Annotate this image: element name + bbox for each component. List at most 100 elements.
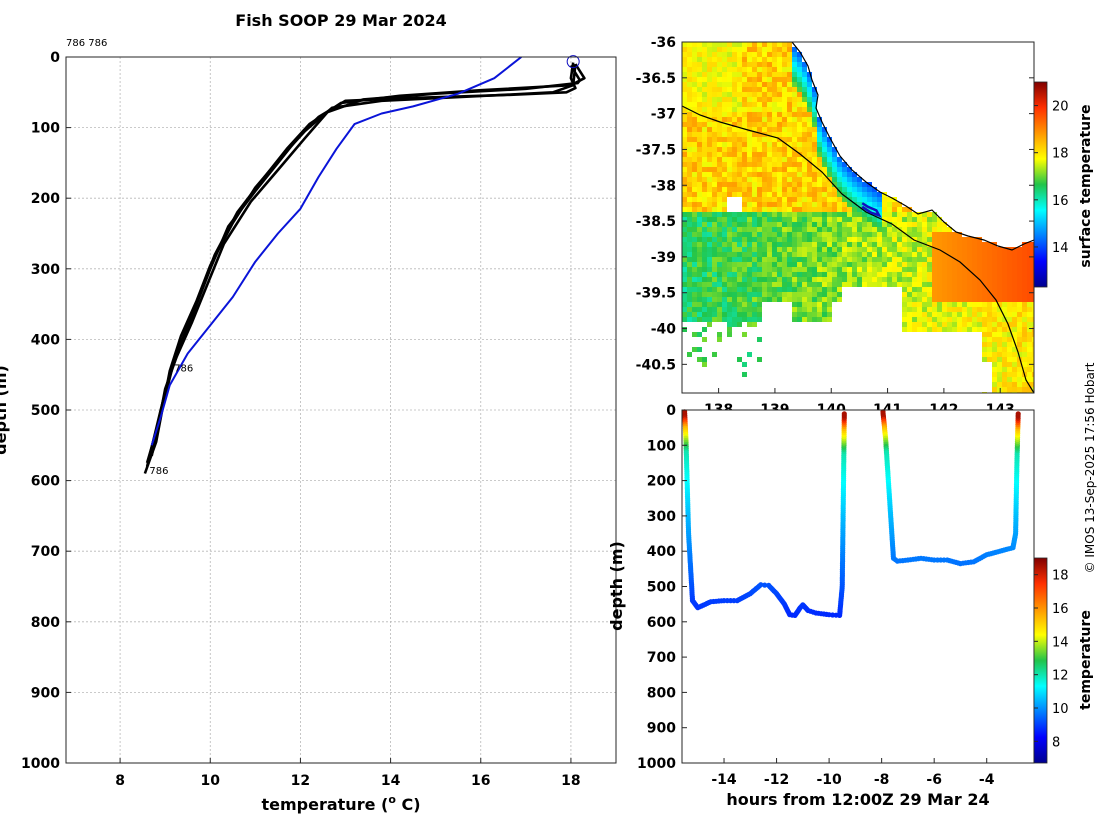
sst-cell <box>1007 297 1012 302</box>
sst-cell <box>1002 327 1007 332</box>
sst-cell <box>917 287 922 292</box>
sst-cell <box>837 242 842 247</box>
sst-cell <box>692 272 697 277</box>
sst-cell <box>732 112 737 117</box>
sst-cell <box>752 212 757 217</box>
sst-cell <box>692 252 697 257</box>
sst-cell <box>997 347 1002 352</box>
sst-cell <box>882 217 887 222</box>
sst-cell <box>702 132 707 137</box>
sst-cell <box>837 187 842 192</box>
sst-cell <box>852 252 857 257</box>
sst-cell <box>912 252 917 257</box>
map-lat-tick-label: -39.5 <box>636 286 676 302</box>
sst-cell <box>772 262 777 267</box>
sst-cell <box>807 262 812 267</box>
sst-cell <box>1027 377 1032 382</box>
sst-cell <box>727 332 732 337</box>
sst-cell <box>1017 342 1022 347</box>
sst-cell <box>702 52 707 57</box>
depth-time-series <box>682 409 1021 619</box>
sst-cell <box>702 247 707 252</box>
sst-cell <box>717 42 722 47</box>
coastline <box>682 42 1034 393</box>
sst-cell <box>742 257 747 262</box>
sst-cell <box>767 102 772 107</box>
sst-cell <box>772 97 777 102</box>
sst-cell <box>1017 317 1022 322</box>
sst-cell <box>812 232 817 237</box>
sst-cell <box>892 232 897 237</box>
sst-cell <box>827 217 832 222</box>
sst-cell <box>842 192 847 197</box>
sst-cell <box>707 212 712 217</box>
sst-cell <box>737 92 742 97</box>
sst-cell <box>872 192 877 197</box>
sst-cell <box>862 247 867 252</box>
sst-cell <box>732 67 737 72</box>
sst-cell <box>792 107 797 112</box>
sst-cell <box>777 292 782 297</box>
sst-cell <box>692 42 697 47</box>
sst-cell <box>862 222 867 227</box>
sst-cell <box>732 222 737 227</box>
sst-cell <box>742 237 747 242</box>
sst-cell <box>782 277 787 282</box>
sst-cell <box>697 102 702 107</box>
sst-cell <box>777 217 782 222</box>
sst-cell <box>907 217 912 222</box>
sst-cell <box>697 162 702 167</box>
sst-cell <box>992 372 997 377</box>
sst-cell <box>727 142 732 147</box>
sst-cell <box>757 232 762 237</box>
sst-cell <box>942 277 947 282</box>
sst-cell <box>792 172 797 177</box>
sst-cell <box>762 142 767 147</box>
sst-cell <box>1012 252 1017 257</box>
temperature-colorbar <box>1033 557 1048 764</box>
sst-cell <box>722 67 727 72</box>
sst-cell <box>737 107 742 112</box>
sst-cell <box>872 257 877 262</box>
sst-cell <box>782 182 787 187</box>
sst-cell <box>772 92 777 97</box>
map-lat-tick-label: -36.5 <box>636 71 676 87</box>
sst-cell <box>697 132 702 137</box>
sst-cell <box>927 227 932 232</box>
sst-cell <box>952 272 957 277</box>
sst-cell <box>697 42 702 47</box>
sst-cell <box>897 282 902 287</box>
sst-cell <box>737 277 742 282</box>
sst-cell <box>757 137 762 142</box>
sst-cell <box>1027 277 1032 282</box>
sst-cell <box>787 297 792 302</box>
sst-cell <box>797 227 802 232</box>
sst-cell <box>982 317 987 322</box>
sst-cell <box>712 272 717 277</box>
sst-cell <box>1002 382 1007 387</box>
sst-cell <box>807 82 812 87</box>
sst-cell <box>777 152 782 157</box>
sst-cell <box>962 312 967 317</box>
sst-cell <box>802 72 807 77</box>
sst-cell <box>827 197 832 202</box>
sst-cell <box>1032 357 1034 362</box>
sst-cell <box>682 297 687 302</box>
sst-cell <box>767 192 772 197</box>
sst-cell <box>967 322 972 327</box>
sst-cell <box>747 242 752 247</box>
sst-cell <box>792 142 797 147</box>
sst-cell <box>742 47 747 52</box>
sst-cell <box>917 297 922 302</box>
sst-cell <box>1007 307 1012 312</box>
sst-cell <box>757 237 762 242</box>
sst-cell <box>772 47 777 52</box>
sst-cell <box>947 292 952 297</box>
sst-cell <box>992 387 997 392</box>
sst-cell <box>702 127 707 132</box>
sst-cell <box>797 242 802 247</box>
depth-time-y-tick-label: 600 <box>647 615 676 631</box>
sst-cell <box>822 242 827 247</box>
sst-cell <box>797 77 802 82</box>
sst-cell <box>1027 322 1032 327</box>
